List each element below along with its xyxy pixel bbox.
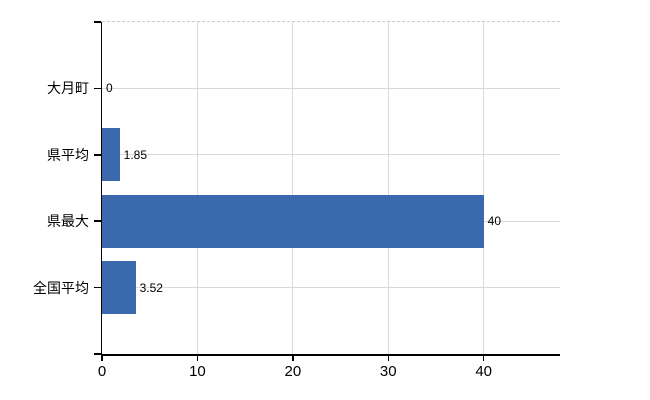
y-axis-tick (93, 154, 101, 156)
category-label: 県最大 (47, 213, 89, 230)
vertical-gridline (196, 22, 198, 354)
y-axis-tick (93, 87, 101, 90)
horizontal-gridline (102, 154, 560, 156)
x-axis-tick (101, 354, 103, 361)
vertical-gridline (483, 22, 485, 354)
y-axis-tick (93, 286, 101, 289)
x-axis-tick (482, 354, 485, 361)
y-axis-tick (93, 21, 101, 23)
bar (102, 261, 136, 315)
x-tick-label: 20 (284, 363, 302, 380)
vertical-gridline (387, 22, 389, 354)
x-tick-label: 0 (97, 363, 107, 380)
y-axis-tick (93, 220, 101, 222)
x-tick-label: 10 (189, 363, 206, 380)
bar (102, 128, 120, 182)
value-label: 3.52 (139, 280, 163, 295)
x-tick-label: 40 (475, 363, 492, 380)
x-tick-label: 30 (379, 363, 397, 380)
plot-top-border (102, 21, 560, 22)
x-axis-tick (387, 354, 389, 361)
category-label: 県平均 (47, 146, 89, 163)
horizontal-gridline (102, 87, 560, 89)
horizontal-gridline (102, 287, 560, 289)
category-label: 大月町 (47, 80, 89, 97)
y-axis-line (100, 22, 102, 356)
y-axis-tick (93, 353, 101, 355)
x-axis-tick (292, 354, 294, 361)
value-label: 0 (106, 81, 113, 96)
x-axis-tick (196, 354, 199, 361)
bar (102, 194, 484, 248)
x-axis-line (100, 354, 560, 356)
vertical-gridline (292, 22, 294, 354)
category-label: 全国平均 (33, 279, 89, 296)
value-label: 1.85 (123, 147, 147, 162)
value-label: 40 (487, 214, 502, 229)
